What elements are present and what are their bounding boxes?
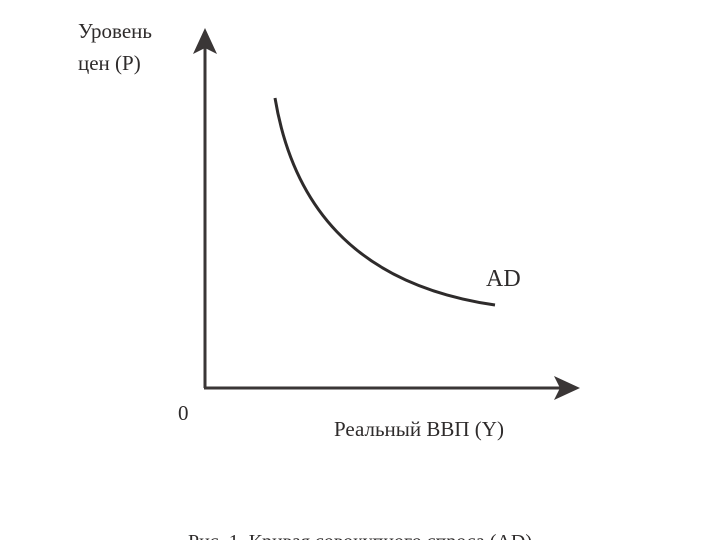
curve-label: AD — [486, 266, 521, 292]
origin-label: 0 — [178, 401, 189, 425]
y-axis-arrow — [193, 28, 217, 54]
x-axis-arrow — [554, 376, 580, 400]
caption: Рис. 1. Кривая совокупного спроса (AD) — [188, 531, 532, 540]
y-axis-label: цен (P) — [78, 51, 141, 75]
x-axis-label: Реальный ВВП (Y) — [334, 417, 504, 441]
ad-curve — [273, 97, 496, 307]
y-axis-label: Уровень — [78, 19, 152, 43]
